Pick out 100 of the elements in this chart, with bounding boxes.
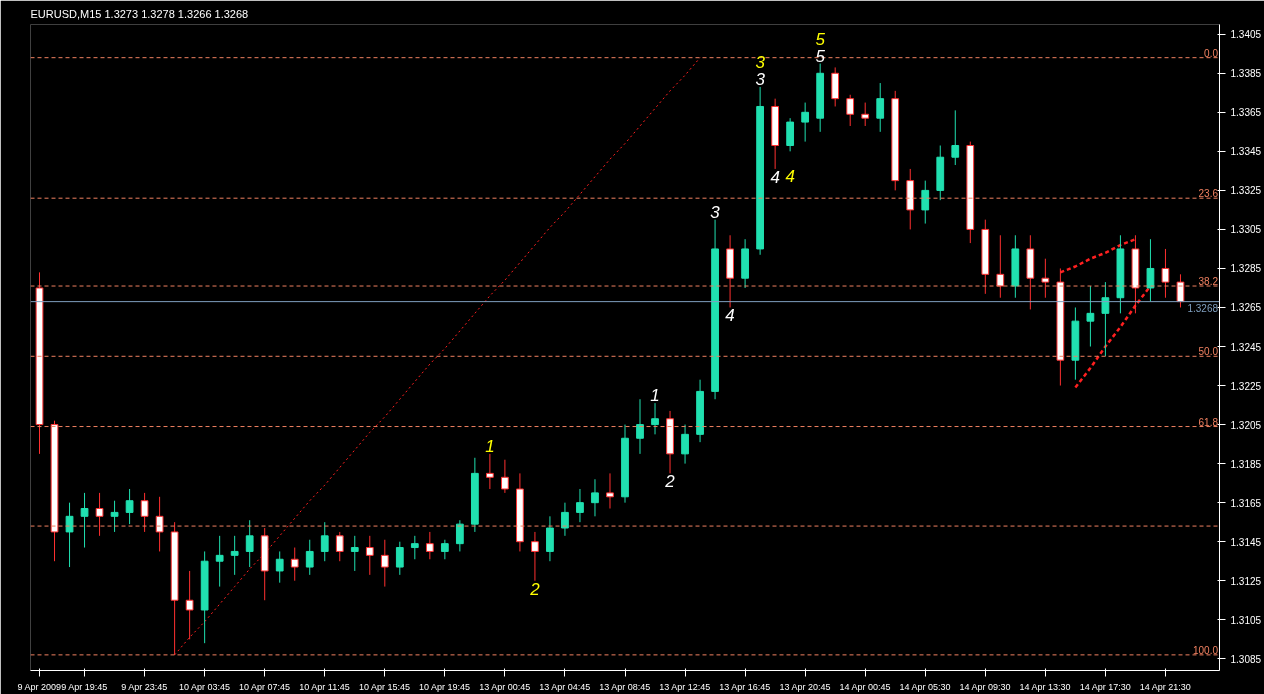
candlestick xyxy=(155,496,164,552)
candlestick xyxy=(230,535,239,576)
y-tick-label: 1.3345 xyxy=(1230,146,1262,158)
candlestick xyxy=(546,515,554,562)
annotation: 5 xyxy=(815,29,826,49)
x-tick-label: 14 Apr 05:30 xyxy=(899,681,951,692)
candlestick xyxy=(846,94,855,127)
x-tick-label: 10 Apr 03:45 xyxy=(178,681,230,692)
y-tick-label: 1.3145 xyxy=(1230,536,1262,548)
x-tick-label: 13 Apr 04:45 xyxy=(539,681,591,692)
x-tick-label: 14 Apr 13:30 xyxy=(1019,681,1071,692)
y-tick-label: 1.3165 xyxy=(1230,497,1262,509)
candlestick xyxy=(786,117,795,152)
candlestick xyxy=(1101,281,1110,357)
candlestick xyxy=(125,488,134,525)
y-tick-label: 1.3385 xyxy=(1230,68,1262,80)
x-tick-label: 14 Apr 00:45 xyxy=(839,681,891,692)
candlestick xyxy=(80,492,89,549)
x-tick-label: 14 Apr 17:30 xyxy=(1079,681,1131,692)
x-tick-label: 10 Apr 19:45 xyxy=(419,681,471,692)
candlestick xyxy=(335,531,344,562)
text: 38.2 xyxy=(1198,276,1219,288)
candlestick xyxy=(561,502,569,537)
ref-line-label: 1.3268 xyxy=(1187,302,1219,314)
candlestick xyxy=(290,547,299,582)
candlestick xyxy=(320,521,329,562)
x-tick-label: 10 Apr 15:45 xyxy=(359,681,411,692)
x-tick-label: 13 Apr 20:45 xyxy=(779,681,831,692)
annotation: 4 xyxy=(785,167,795,187)
candlestick xyxy=(215,535,224,588)
candlestick xyxy=(245,519,254,568)
annotation: 4 xyxy=(770,167,780,187)
candlestick xyxy=(681,424,689,465)
candlestick xyxy=(455,519,464,552)
x-tick-label: 9 Apr 19:45 xyxy=(61,681,108,692)
candlestick xyxy=(636,398,644,455)
candlestick xyxy=(486,453,494,490)
y-tick-label: 1.3085 xyxy=(1230,653,1262,665)
candlestick xyxy=(1041,258,1050,299)
y-tick-label: 1.3245 xyxy=(1230,341,1262,353)
annotation: 3 xyxy=(755,52,766,72)
candlestick xyxy=(861,102,870,127)
annotation: 5 xyxy=(815,46,826,66)
annotation: 1 xyxy=(485,436,495,456)
x-tick-label: 9 Apr 2009 xyxy=(17,681,62,692)
x-tick-label: 14 Apr 09:30 xyxy=(959,681,1011,692)
x-tick-label: 13 Apr 08:45 xyxy=(599,681,651,692)
x-tick-label: 13 Apr 16:45 xyxy=(719,681,771,692)
chart-title: EURUSD,M15 1.3273 1.3278 1.3266 1.3268 xyxy=(30,7,249,20)
candlestick xyxy=(65,502,74,568)
candlestick xyxy=(606,472,614,510)
candlestick xyxy=(591,478,599,517)
candlestick xyxy=(305,539,314,576)
y-tick-label: 1.3265 xyxy=(1230,302,1262,314)
candlestick xyxy=(576,488,584,523)
text: 23.6 xyxy=(1198,188,1219,200)
x-tick-label: 13 Apr 00:45 xyxy=(479,681,531,692)
y-tick-label: 1.3365 xyxy=(1230,107,1262,119)
candlestick xyxy=(501,459,509,494)
candlestick xyxy=(410,535,419,560)
candlestick xyxy=(651,402,659,435)
x-tick-label: 13 Apr 12:45 xyxy=(659,681,711,692)
x-tick-label: 10 Apr 07:45 xyxy=(238,681,290,692)
y-tick-label: 1.3405 xyxy=(1230,29,1262,41)
y-tick-label: 1.3305 xyxy=(1230,224,1262,236)
candlestick xyxy=(275,550,284,584)
candlestick xyxy=(95,492,104,537)
candlestick xyxy=(1086,285,1095,348)
y-tick-label: 1.3285 xyxy=(1230,263,1262,275)
candlestick xyxy=(365,535,374,576)
candlestick xyxy=(110,500,119,533)
y-tick-label: 1.3225 xyxy=(1230,380,1262,392)
candlestick xyxy=(1146,238,1155,303)
candlestick xyxy=(140,492,149,533)
text: 0.0 xyxy=(1204,47,1219,59)
candlestick xyxy=(801,102,810,143)
annotation: 3 xyxy=(755,69,766,89)
x-tick-label: 10 Apr 11:45 xyxy=(299,681,350,692)
y-tick-label: 1.3325 xyxy=(1230,185,1262,197)
candlestick xyxy=(350,535,359,572)
annotation: 2 xyxy=(664,472,676,492)
candlestick xyxy=(531,531,539,582)
y-tick-label: 1.3105 xyxy=(1230,614,1262,626)
y-tick-label: 1.3125 xyxy=(1230,575,1262,587)
candlestick xyxy=(440,539,449,560)
annotation: 4 xyxy=(725,306,735,326)
candlestick xyxy=(185,570,194,640)
candlestick xyxy=(1161,248,1170,299)
y-tick-label: 1.3185 xyxy=(1230,458,1262,470)
candlestick xyxy=(921,180,930,225)
candlestick xyxy=(425,531,434,560)
text: 100.0 xyxy=(1192,644,1219,656)
y-tick-label: 1.3205 xyxy=(1230,419,1262,431)
line-series xyxy=(174,57,701,656)
candlestick xyxy=(876,82,885,133)
text: 61.8 xyxy=(1198,416,1219,428)
candlestick xyxy=(395,541,404,576)
x-tick-label: 9 Apr 23:45 xyxy=(121,681,168,692)
annotation: 3 xyxy=(710,202,721,222)
candlestick xyxy=(951,109,960,166)
